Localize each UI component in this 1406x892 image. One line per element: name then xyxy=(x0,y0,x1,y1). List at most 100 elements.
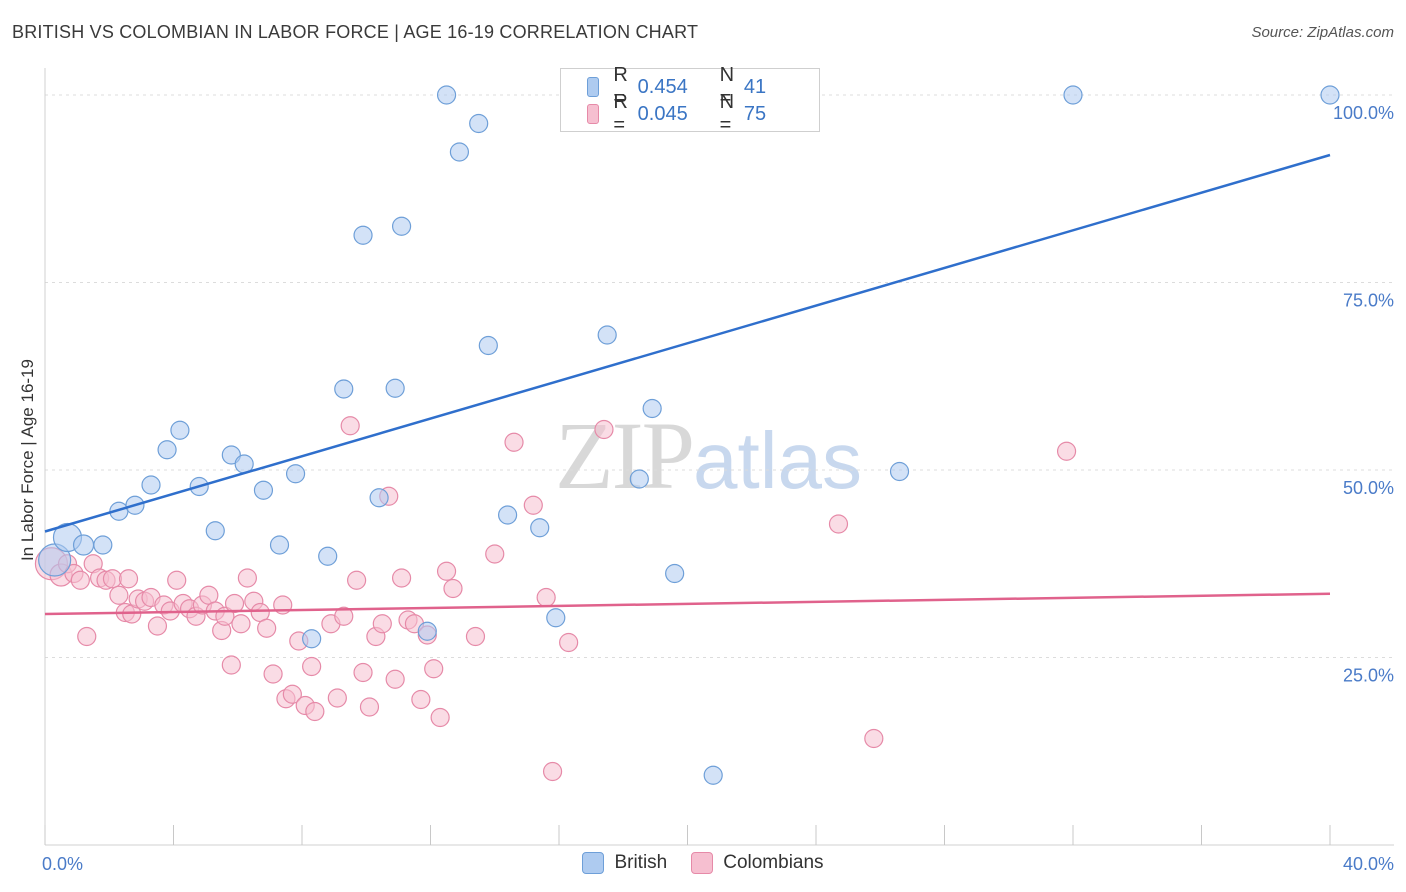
british-point-27 xyxy=(478,335,498,356)
colombians-swatch xyxy=(587,104,600,124)
axes xyxy=(44,68,1394,846)
british-point-29 xyxy=(530,518,550,538)
watermark: ZIPatlas xyxy=(555,400,862,511)
x-tick-label-min: 0.0% xyxy=(42,854,83,874)
british-point-38 xyxy=(1320,85,1340,105)
colombian-point-31 xyxy=(231,614,251,634)
legend-row-british: R = 0.454 N = 41 xyxy=(587,64,826,109)
legend-row-colombians: R = 0.045 N = 75 xyxy=(587,91,826,136)
british-point-25 xyxy=(449,142,470,162)
british-point-20 xyxy=(369,488,389,508)
british-point-30 xyxy=(546,608,566,628)
british-point-26 xyxy=(469,113,489,134)
legend-item-colombians[interactable]: Colombians xyxy=(691,852,824,874)
legend-item-british[interactable]: British xyxy=(582,852,667,874)
colombian-trend-line xyxy=(44,592,1331,616)
british-point-36 xyxy=(889,461,910,482)
colombian-point-5 xyxy=(77,626,97,647)
y-tick-label-75: 75.0% xyxy=(1343,291,1394,311)
british-point-7 xyxy=(157,440,177,460)
chart-title: BRITISH VS COLOMBIAN IN LABOR FORCE | AG… xyxy=(12,22,699,42)
british-trend-line xyxy=(44,153,1331,533)
colombian-point-20 xyxy=(167,570,187,590)
colombian-point-47 xyxy=(340,416,360,436)
colombians-legend-label: Colombians xyxy=(723,852,824,873)
british-point-21 xyxy=(385,378,405,398)
colombian-point-73 xyxy=(864,728,884,749)
colombian-point-10 xyxy=(109,585,129,605)
y-tick-label-100: 100.0% xyxy=(1333,103,1394,123)
watermark-zip: ZIP xyxy=(555,402,695,509)
british-point-23 xyxy=(417,621,437,641)
colombian-point-49 xyxy=(353,662,373,683)
colombian-point-29 xyxy=(221,655,241,675)
colombian-point-65 xyxy=(485,544,505,564)
colombian-point-70 xyxy=(559,632,579,653)
colombian-point-52 xyxy=(372,614,392,634)
colombian-point-42 xyxy=(302,656,322,677)
colombian-point-72 xyxy=(828,514,849,534)
british-point-32 xyxy=(629,469,649,489)
colombian-point-71 xyxy=(594,419,614,440)
colombian-point-64 xyxy=(465,626,486,647)
british-point-18 xyxy=(334,379,354,399)
british-point-19 xyxy=(353,225,373,245)
colombians-n-value: 75 xyxy=(743,102,767,125)
colombian-point-74 xyxy=(1056,441,1077,461)
british-n-label: N = xyxy=(719,64,735,109)
british-point-10 xyxy=(205,521,225,541)
colombian-point-60 xyxy=(424,659,444,679)
colombian-point-62 xyxy=(436,561,457,581)
british-point-13 xyxy=(253,480,274,500)
british-point-3 xyxy=(93,535,113,555)
british-point-24 xyxy=(436,85,457,105)
colombian-point-50 xyxy=(359,697,380,717)
british-r-value: 0.454 xyxy=(637,75,688,98)
british-point-14 xyxy=(269,535,290,555)
british-point-8 xyxy=(170,420,190,440)
colombian-point-54 xyxy=(385,669,405,689)
british-swatch xyxy=(587,77,600,97)
colombian-point-61 xyxy=(430,707,450,728)
colombian-point-48 xyxy=(347,570,367,590)
colombians-r-label: R = xyxy=(613,91,628,136)
british-point-15 xyxy=(285,464,306,484)
british-point-28 xyxy=(498,505,518,525)
colombian-point-46 xyxy=(334,606,354,626)
colombians-points xyxy=(34,416,1077,782)
british-point-35 xyxy=(703,765,723,785)
colombian-point-63 xyxy=(443,578,463,599)
colombian-point-4 xyxy=(70,570,90,590)
colombian-point-30 xyxy=(224,593,245,614)
y-tick-label-50: 50.0% xyxy=(1343,478,1394,498)
colombian-point-45 xyxy=(327,688,347,708)
british-r-label: R = xyxy=(613,64,628,109)
correlation-legend: R = 0.454 N = 41 R = 0.045 N = 75 xyxy=(560,64,820,136)
british-point-6 xyxy=(141,475,161,495)
tick-labels: 25.0% 50.0% 75.0% 100.0% 0.0% 40.0% xyxy=(42,103,1394,874)
colombian-point-39 xyxy=(282,684,302,704)
colombian-point-9 xyxy=(102,569,123,589)
british-legend-swatch xyxy=(582,852,605,874)
british-legend-label: British xyxy=(614,852,668,873)
colombian-point-32 xyxy=(237,568,257,588)
british-point-2 xyxy=(72,534,95,556)
british-n-value: 41 xyxy=(743,75,767,98)
series-legend: British Colombians xyxy=(0,852,1406,874)
colombians-legend-swatch xyxy=(691,852,714,874)
colombian-point-36 xyxy=(263,664,283,684)
source-label: Source: ZipAtlas.com xyxy=(1251,24,1394,41)
colombian-point-35 xyxy=(257,618,277,638)
trend-lines xyxy=(44,153,1331,616)
colombian-point-17 xyxy=(147,616,168,636)
y-tick-label-25: 25.0% xyxy=(1343,666,1394,686)
colombian-point-12 xyxy=(118,569,139,589)
colombian-point-69 xyxy=(542,761,563,782)
british-point-37 xyxy=(1063,85,1083,105)
british-point-22 xyxy=(391,216,412,236)
colombian-point-55 xyxy=(391,568,412,588)
british-point-31 xyxy=(597,325,617,345)
colombian-point-58 xyxy=(411,689,431,710)
colombian-point-43 xyxy=(305,701,325,722)
